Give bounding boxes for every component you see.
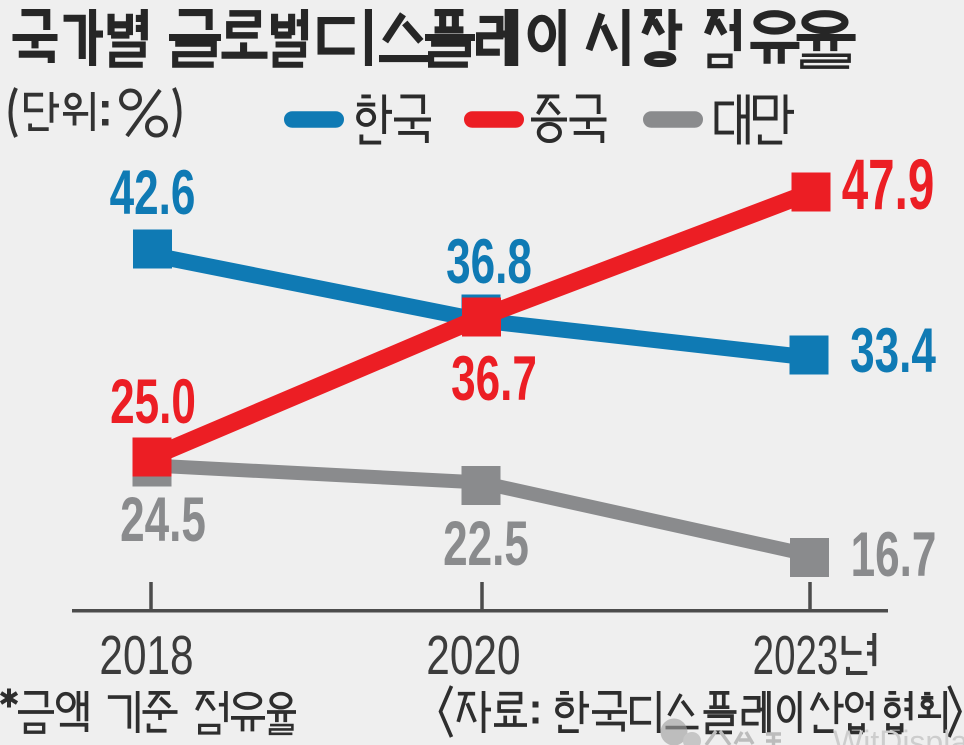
svg-text:2018: 2018 xyxy=(99,626,193,687)
svg-text:24.5: 24.5 xyxy=(120,484,206,555)
svg-text:36.7: 36.7 xyxy=(451,343,537,414)
svg-text:16.7: 16.7 xyxy=(851,519,937,590)
svg-text:2023: 2023 xyxy=(753,625,839,686)
svg-text:WitDispla: WitDispla xyxy=(833,724,964,745)
svg-text:42.6: 42.6 xyxy=(110,157,196,228)
svg-text:33.4: 33.4 xyxy=(850,315,936,386)
svg-text:36.8: 36.8 xyxy=(446,226,532,297)
svg-text:47.9: 47.9 xyxy=(842,144,935,224)
svg-text:22.5: 22.5 xyxy=(443,508,529,579)
svg-text:2020: 2020 xyxy=(426,626,520,687)
svg-text:25.0: 25.0 xyxy=(110,366,196,437)
